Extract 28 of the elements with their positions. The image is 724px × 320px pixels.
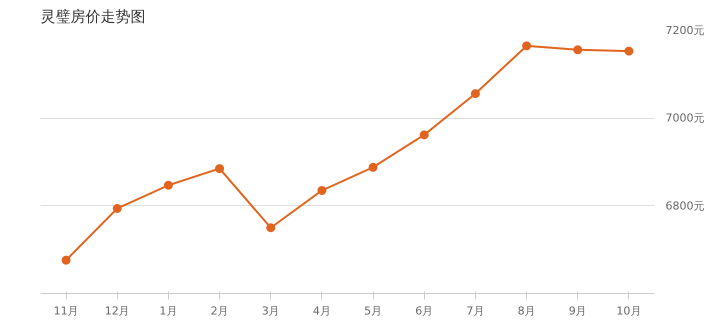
x-tick-label: 2月 bbox=[210, 304, 229, 318]
chart-title: 灵璧房价走势图 bbox=[40, 8, 146, 26]
x-tick-label: 5月 bbox=[364, 304, 382, 318]
y-tick-label: 6800元 bbox=[666, 199, 704, 212]
point bbox=[368, 162, 378, 172]
point bbox=[266, 223, 276, 232]
x-tick-label: 3月 bbox=[262, 304, 280, 318]
point bbox=[624, 46, 634, 56]
point bbox=[215, 164, 224, 174]
x-tick-label: 10月 bbox=[616, 304, 642, 318]
point bbox=[470, 89, 480, 98]
point bbox=[522, 41, 532, 50]
point bbox=[112, 204, 122, 213]
x-tick-label: 4月 bbox=[312, 304, 331, 318]
x-tick-label: 7月 bbox=[466, 304, 484, 318]
x-tick-label: 8月 bbox=[518, 304, 536, 318]
x-tick-label: 9月 bbox=[568, 304, 587, 318]
point bbox=[420, 130, 429, 140]
point bbox=[573, 45, 582, 54]
y-tick-label: 7200元 bbox=[666, 24, 704, 37]
point bbox=[164, 180, 173, 190]
x-tick-label: 12月 bbox=[104, 304, 130, 318]
x-tick-label: 1月 bbox=[159, 304, 178, 318]
x-tick-label: 11月 bbox=[54, 304, 79, 318]
point bbox=[317, 186, 326, 195]
point bbox=[62, 256, 71, 265]
x-tick-label: 6月 bbox=[415, 304, 434, 318]
y-tick-label: 7000元 bbox=[666, 112, 704, 125]
